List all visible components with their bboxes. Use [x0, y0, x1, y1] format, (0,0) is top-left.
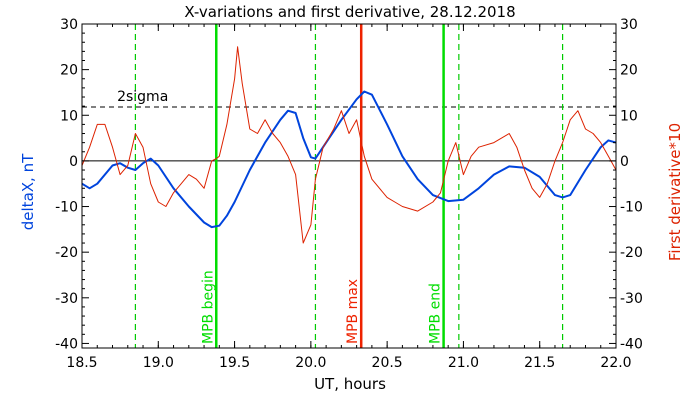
y-tick-label-right-2: 10 [620, 108, 638, 124]
y-tick-label-left-2: 10 [60, 108, 78, 124]
series-line-1 [81, 46, 617, 244]
x-tick-label-4: 20.5 [372, 355, 403, 371]
y-tick-label-right-1: 20 [620, 63, 638, 79]
series-line-0 [81, 90, 617, 229]
y-tick-label-right-4: -10 [620, 200, 643, 216]
y-tick-label-right-7: -40 [620, 336, 643, 352]
y-tick-label-right-5: -20 [620, 245, 643, 261]
chart-title: X-variations and first derivative, 28.12… [184, 3, 515, 21]
y-tick-label-right-0: 30 [620, 17, 638, 33]
x-tick-label-2: 19.5 [219, 355, 250, 371]
y-tick-label-right-6: -30 [620, 291, 643, 307]
marker-label-0: MPB begin [200, 270, 216, 344]
x-tick-label-0: 18.5 [66, 355, 97, 371]
x-tick-label-1: 19.0 [143, 355, 174, 371]
x-tick-label-6: 21.5 [524, 355, 555, 371]
y-axis-label-right: First derivative*10 [666, 123, 684, 261]
plot-frame [81, 23, 617, 349]
y-tick-label-right-3: 0 [620, 154, 629, 170]
y-tick-label-left-0: 30 [60, 17, 78, 33]
y-axis-label-left: deltaX, nT [19, 153, 37, 230]
x-tick-label-7: 22.0 [600, 355, 631, 371]
y-tick-label-left-1: 20 [60, 63, 78, 79]
y-tick-label-left-7: -40 [55, 336, 78, 352]
x-tick-label-3: 20.0 [295, 355, 326, 371]
plot-area: 2sigma MPB begin MPB max MPB end 18.5 19.0 19.… [55, 17, 643, 371]
sigma-label: 2sigma [117, 89, 168, 105]
marker-label-2: MPB end [428, 283, 444, 344]
y-tick-label-left-4: -10 [55, 200, 78, 216]
x-tick-label-5: 21.0 [448, 355, 479, 371]
y-tick-label-left-3: 0 [69, 154, 78, 170]
y-tick-label-left-5: -20 [55, 245, 78, 261]
marker-label-1: MPB max [345, 279, 361, 344]
x-axis-label: UT, hours [314, 375, 386, 393]
y-tick-label-left-6: -30 [55, 291, 78, 307]
